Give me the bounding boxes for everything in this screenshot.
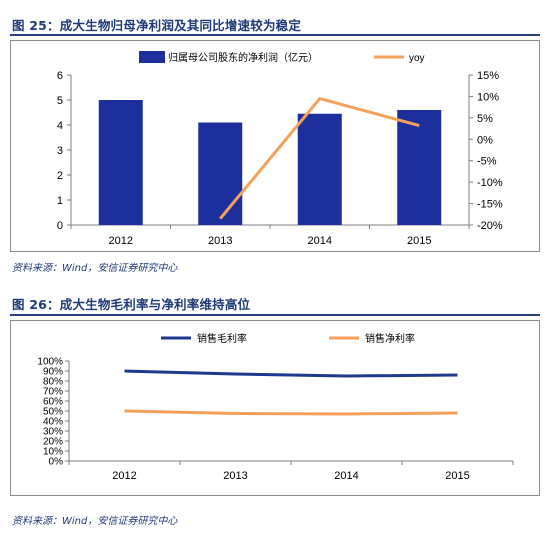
gross-margin-line: [124, 369, 458, 378]
right-tick-label: -10%: [477, 177, 503, 189]
right-tick-label: -15%: [477, 199, 503, 211]
bar: [297, 113, 342, 225]
left-tick-label: 1: [57, 195, 63, 207]
x-tick-label: 2013: [208, 235, 232, 247]
figure-25-title: 图 25：成大生物归母净利润及其同比增速较为稳定: [12, 18, 302, 33]
right-tick-label: -5%: [477, 156, 497, 168]
y-tick-label: 90%: [43, 367, 63, 378]
x-tick-label: 2012: [112, 470, 136, 482]
chart-margins: 销售毛利率 销售净利率 0%10%20%30%40%50%60%70%80%90%…: [37, 332, 514, 482]
left-tick-label: 2: [57, 170, 63, 182]
y-tick-label: 20%: [43, 437, 63, 448]
figure-26-title-rule: [10, 314, 540, 316]
y-tick-label: 10%: [43, 447, 63, 458]
y-tick-label: 0%: [49, 457, 64, 468]
figure-26-chart: 销售毛利率 销售净利率 0% 10% 20% 30% 40% 50% 60% 70% 80% 90%…: [10, 320, 540, 496]
right-tick-label: 5%: [477, 113, 493, 125]
right-tick-label: 15%: [477, 70, 499, 82]
left-tick-label: 0: [57, 220, 63, 232]
y-tick-label: 40%: [43, 417, 63, 428]
left-tick-label: 5: [57, 95, 63, 107]
legend-label-gross-margin: 销售毛利率: [197, 332, 247, 345]
legend-label-net-profit: 归属母公司股东的净利润（亿元）: [168, 51, 318, 64]
y-tick-label: 80%: [43, 377, 63, 388]
legend-label-net-margin: 销售净利率: [365, 332, 415, 345]
figure-26-title: 图 26：成大生物毛利率与净利率维持高位: [12, 297, 251, 312]
left-tick-label: 3: [57, 145, 63, 157]
net-margin-line: [124, 409, 458, 416]
y-tick-label: 70%: [43, 387, 63, 398]
legend-label-yoy: yoy: [409, 53, 425, 64]
bar: [397, 110, 442, 225]
figure-25-title-rule: [10, 34, 540, 36]
figure-25-source: 资料来源：Wind，安信证券研究中心: [12, 263, 178, 274]
x-tick-label: 2014: [308, 235, 332, 247]
y-tick-label: 30%: [43, 427, 63, 438]
y-tick-label: 50%: [43, 407, 63, 418]
yoy-line: [219, 96, 420, 220]
legend-swatch-net-profit: [139, 51, 165, 63]
left-tick-label: 6: [57, 70, 63, 82]
chart-net-profit-yoy: 归属母公司股东的净利润（亿元） yoy 0 1 2 3 4 5 6 -20% -15% -10% -5…: [57, 51, 503, 247]
y-tick-label: 100%: [37, 357, 63, 368]
figure-25-chart: 归属母公司股东的净利润（亿元） yoy 0 1 2 3 4 5 6 -20% -15% -10% -5…: [10, 40, 540, 252]
right-tick-label: 0%: [477, 134, 493, 146]
right-tick-label: -20%: [477, 220, 503, 232]
right-tick-label: 10%: [477, 91, 499, 103]
x-tick-label: 2015: [445, 470, 469, 482]
figure-26-source: 资料来源：Wind，安信证券研究中心: [12, 516, 178, 527]
x-tick-label: 2014: [334, 470, 358, 482]
left-tick-label: 4: [57, 120, 63, 132]
bar: [98, 100, 143, 225]
x-tick-label: 2013: [223, 470, 247, 482]
x-tick-label: 2015: [407, 235, 431, 247]
x-tick-label: 2012: [109, 235, 133, 247]
bar: [198, 122, 243, 225]
y-tick-label: 60%: [43, 397, 63, 408]
